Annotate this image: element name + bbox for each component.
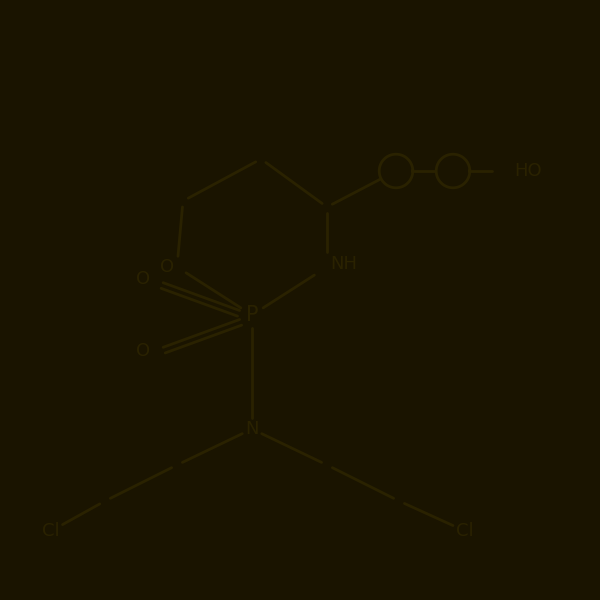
Text: N: N [245,420,259,438]
Text: O: O [136,342,150,360]
Text: HO: HO [514,162,542,180]
Text: Cl: Cl [456,522,474,540]
Text: NH: NH [330,255,357,273]
Text: P: P [246,305,258,325]
Text: Cl: Cl [42,522,60,540]
Text: O: O [160,258,174,276]
Text: O: O [136,270,150,288]
